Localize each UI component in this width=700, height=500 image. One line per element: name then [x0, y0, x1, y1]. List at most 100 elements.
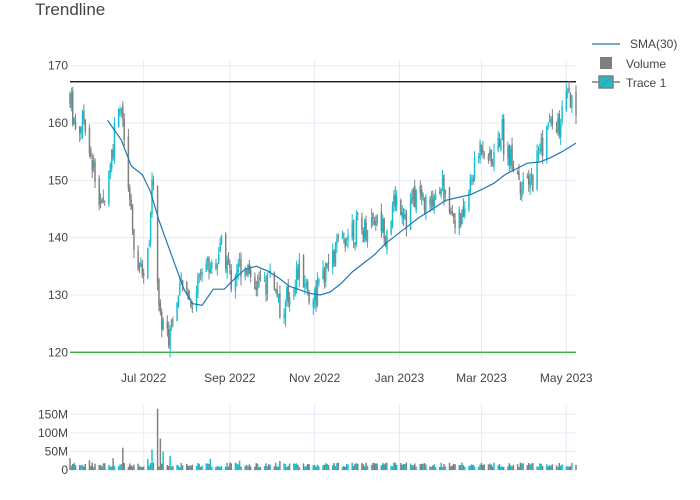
volume-bar: [477, 466, 480, 470]
candle-body: [540, 137, 542, 153]
candle-body: [195, 292, 198, 308]
candle-body: [518, 172, 520, 180]
volume-bar: [429, 466, 431, 470]
volume-bar: [313, 464, 316, 470]
volume-bar: [558, 462, 561, 470]
volume-bar: [308, 464, 310, 470]
legend-label-trace-1: Trace 1: [626, 76, 667, 90]
candle-body: [382, 218, 384, 233]
candle-body: [201, 271, 203, 276]
candlesticks: [69, 81, 577, 358]
candle-body: [70, 92, 73, 108]
candle-body: [113, 123, 116, 159]
volume-bar: [234, 462, 237, 470]
volume-bar: [571, 462, 573, 470]
candle-body: [383, 218, 385, 239]
candle-body: [102, 196, 105, 202]
candle-body: [439, 191, 441, 193]
volume-bar: [120, 464, 123, 470]
candle-body: [357, 212, 359, 215]
volume-bar: [508, 463, 511, 470]
candle-body: [159, 302, 162, 313]
volume-bar: [448, 462, 451, 470]
volume-bar: [316, 464, 319, 470]
volume-bar: [464, 466, 466, 470]
candle-body: [404, 213, 406, 219]
volume-bar: [305, 465, 308, 470]
candle-body: [283, 315, 285, 318]
legend-item-volume[interactable]: Volume: [600, 57, 666, 71]
volume-bar: [140, 466, 142, 470]
candle-body: [473, 157, 476, 179]
candle-body: [220, 235, 223, 245]
volume-bar: [540, 463, 542, 470]
candle-body: [127, 136, 130, 189]
volume-bar: [172, 466, 174, 470]
candle-body: [123, 119, 125, 141]
candle-body: [259, 278, 262, 280]
candle-body: [315, 286, 317, 307]
candle-body: [199, 272, 202, 274]
candle-body: [197, 276, 199, 295]
volume-bar: [439, 466, 441, 470]
volume-bar: [277, 466, 280, 470]
trendlines: [70, 81, 576, 353]
volume-bar: [551, 464, 554, 470]
volume-bar: [479, 464, 481, 470]
volume-bar: [294, 463, 296, 470]
candle-body: [172, 320, 174, 323]
volume-bar: [409, 463, 412, 470]
volume-bar: [190, 465, 192, 470]
volume-bar: [354, 463, 356, 470]
volume-bar: [325, 463, 327, 470]
candle-body: [326, 264, 328, 268]
candle-body: [507, 146, 509, 158]
volume-bar: [187, 465, 189, 470]
volume-bar: [238, 460, 241, 470]
volume-bar: [102, 463, 105, 470]
candle-body: [451, 211, 454, 214]
volume-bar: [370, 464, 373, 470]
volume-bar: [84, 463, 87, 470]
candle-body: [529, 180, 531, 188]
volume-bar: [218, 466, 220, 470]
candle-body: [137, 250, 139, 270]
volume-bar: [482, 464, 484, 470]
volume-bar: [390, 465, 392, 470]
legend-item-sma[interactable]: SMA(30): [592, 37, 677, 51]
candle-body: [84, 119, 87, 133]
candle-body: [206, 257, 209, 262]
volume-bar: [461, 462, 463, 470]
candle-body: [425, 196, 427, 214]
candle-body: [422, 194, 424, 200]
volume-bar: [302, 463, 305, 470]
candle-body: [265, 282, 267, 295]
volume-bar: [375, 463, 377, 470]
candle-body: [536, 151, 538, 190]
volume-bar: [432, 465, 434, 470]
candle-body: [298, 259, 301, 279]
candle-body: [409, 199, 412, 231]
volume-bar: [380, 465, 383, 470]
volume-bar: [229, 462, 231, 470]
candle-body: [558, 113, 561, 136]
volume-bar: [382, 462, 384, 470]
volume-bar: [337, 462, 340, 470]
volume-bar: [293, 463, 295, 470]
volume-bar: [419, 464, 422, 470]
legend-label-volume: Volume: [626, 57, 666, 71]
legend-item-trace-1[interactable]: Trace 1: [592, 75, 667, 90]
candle-body: [236, 271, 238, 279]
candle-body: [415, 190, 417, 212]
candle-body: [256, 281, 259, 289]
candle-body: [73, 118, 75, 125]
candle-body: [120, 108, 123, 110]
volume-bar: [205, 463, 207, 470]
candle-body: [493, 151, 495, 168]
candle-body: [526, 176, 529, 178]
volume-bar: [198, 463, 201, 470]
volume-bar: [197, 463, 199, 470]
volume-bar: [263, 466, 266, 470]
candle-body: [480, 145, 483, 152]
volume-bar: [265, 463, 267, 470]
